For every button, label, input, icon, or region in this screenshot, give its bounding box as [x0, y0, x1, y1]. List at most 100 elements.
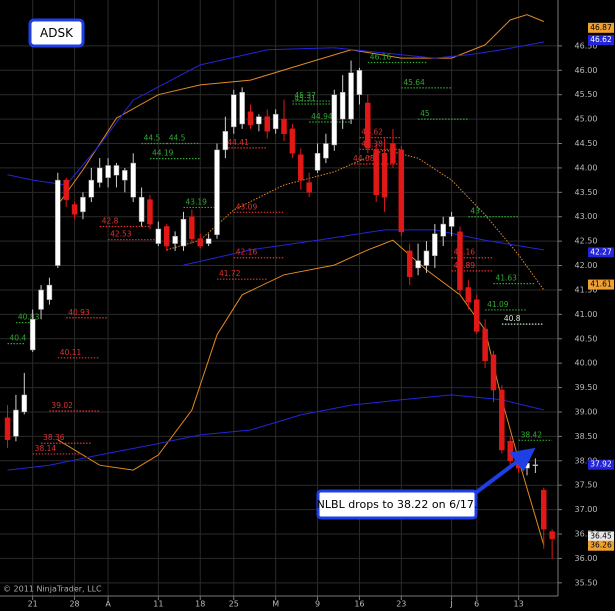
x-tick-label: 25 [229, 600, 239, 609]
y-tick-label: 45.50 [575, 90, 598, 99]
y-tick-label: 42.00 [575, 261, 598, 270]
level-label: 40.4 [10, 334, 27, 343]
candle-body [415, 260, 421, 269]
candle-body [524, 462, 530, 469]
candle-body [289, 128, 296, 154]
candle-body [323, 143, 329, 159]
candle-body [457, 231, 463, 291]
axis-marker [588, 35, 614, 46]
y-tick-label: 40.00 [575, 359, 598, 368]
candle-body [222, 131, 229, 151]
axis-marker [588, 22, 614, 33]
candle-body [281, 118, 287, 134]
candle-body [63, 179, 69, 200]
x-tick-label: 21 [28, 600, 38, 609]
level-label: 44.38 [361, 139, 383, 148]
axis-marker [588, 459, 614, 470]
y-tick-label: 39.00 [575, 407, 598, 416]
candle-body [130, 162, 136, 198]
candle-body [163, 226, 170, 247]
level-label: 41.89 [454, 261, 476, 270]
x-tick-label: 18 [195, 600, 205, 609]
candle-body [264, 116, 271, 132]
candle-body [46, 284, 53, 300]
candle-body [448, 216, 455, 227]
candle-body [432, 233, 438, 257]
y-tick-label: 42.50 [575, 237, 598, 246]
level-label: 43.19 [185, 197, 207, 206]
x-tick-label: 6 [474, 600, 479, 609]
candle-body [88, 179, 95, 198]
candle-body [247, 111, 254, 126]
candle-body [549, 531, 555, 540]
candle-body [473, 299, 480, 332]
candle-body [13, 409, 19, 437]
candle-body [499, 389, 505, 451]
y-tick-label: 44.00 [575, 163, 598, 172]
candle-body [507, 441, 513, 462]
level-label: 40.11 [60, 348, 82, 357]
callout: NLBL drops to 38.22 on 6/17. [316, 447, 536, 520]
level-label: 43 [470, 207, 480, 216]
candle-body [306, 182, 312, 193]
y-tick-label: 46.50 [575, 41, 598, 50]
y-tick-label: 43.50 [575, 188, 598, 197]
overlay-line [183, 229, 544, 266]
y-tick-label: 39.50 [575, 383, 598, 392]
candle-body [71, 204, 78, 215]
axis-marker-label: 42.27 [590, 247, 612, 256]
candle-body [272, 113, 279, 130]
candle-body [356, 70, 363, 95]
level-label: 40.83 [18, 313, 40, 322]
candle-body [348, 72, 354, 120]
candle-body [138, 196, 145, 222]
level-label: 45.64 [403, 78, 425, 87]
axis-marker [588, 247, 614, 258]
axis-marker-label: 37.92 [590, 460, 612, 469]
candle-body [365, 102, 371, 149]
x-tick-label: 23 [396, 600, 406, 609]
axis-marker [588, 540, 614, 551]
level-label: 44.5 [169, 134, 186, 143]
candle-body [80, 196, 86, 213]
x-tick-label: 13 [514, 600, 524, 609]
y-tick-label: 45.00 [575, 115, 598, 124]
callout-frame [316, 489, 478, 520]
candle-body [105, 165, 111, 178]
chart-title: ADSK [40, 26, 74, 40]
axis-marker-label: 46.62 [590, 35, 612, 44]
candle-body [155, 228, 162, 244]
y-tick-label: 43.00 [575, 212, 598, 221]
x-tick-label: 16 [354, 600, 364, 609]
candle-body [381, 153, 388, 198]
level-label: 41.63 [495, 274, 517, 283]
x-tick-label: M [272, 600, 279, 609]
candle-body [406, 250, 413, 278]
y-tick-label: 36.00 [575, 554, 598, 563]
level-label: 43.09 [236, 202, 258, 211]
copyright: © 2011 NinjaTrader, LLC [3, 585, 102, 594]
level-label: 38.14 [35, 444, 57, 453]
level-label: 42.16 [454, 248, 476, 257]
candle-body [532, 464, 539, 466]
level-label: 46.16 [370, 52, 392, 61]
level-label: 44.19 [152, 149, 174, 158]
candle-body [180, 218, 187, 247]
level-label: 44.94 [311, 112, 333, 121]
level-label: 45.37 [294, 91, 316, 100]
candle-body [256, 116, 262, 125]
x-tick-label: 9 [315, 600, 320, 609]
y-tick-label: 41.50 [575, 285, 598, 294]
candle-body [482, 328, 488, 361]
candle-body [4, 417, 11, 441]
candle-body [298, 154, 304, 181]
candle-body [373, 149, 379, 196]
title-frame [28, 18, 85, 48]
title-box: ADSK [28, 18, 85, 48]
level-label: 40.8 [504, 314, 521, 323]
candle-body [339, 92, 346, 120]
candle-body [390, 143, 396, 164]
level-label: 42.8 [102, 216, 119, 225]
level-label: 44.62 [361, 128, 383, 137]
